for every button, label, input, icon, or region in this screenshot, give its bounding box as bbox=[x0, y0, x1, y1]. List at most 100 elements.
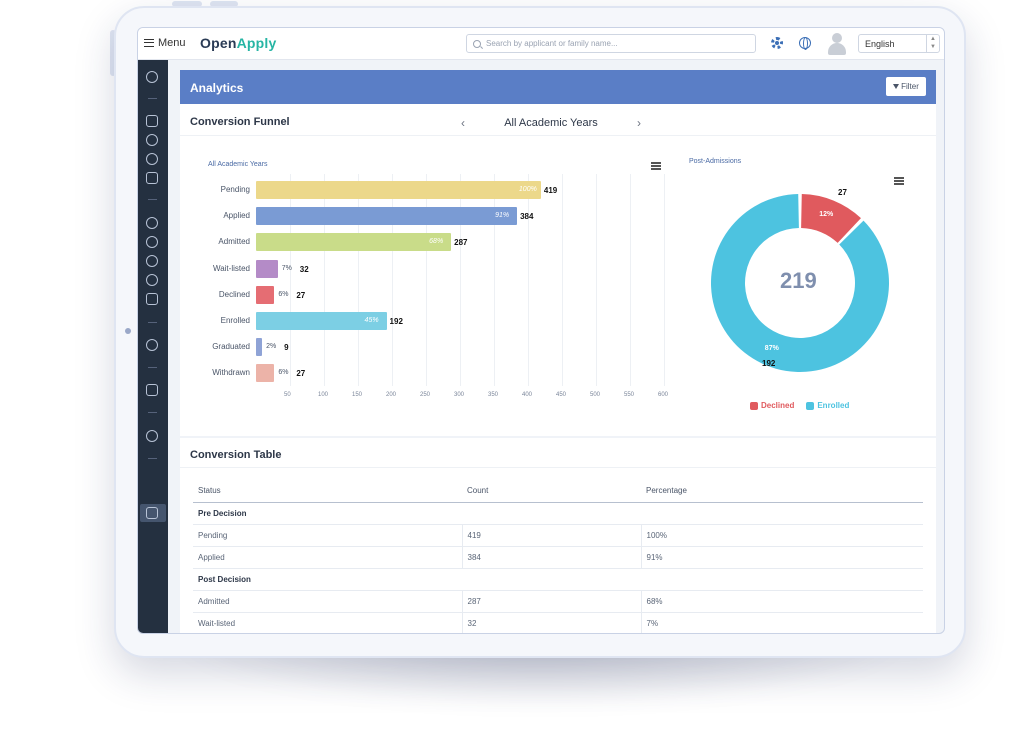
donut-value-label: 27 bbox=[838, 188, 847, 197]
logo-text-open: Open bbox=[200, 35, 237, 51]
contacts-icon[interactable] bbox=[145, 114, 159, 128]
gridline bbox=[460, 174, 461, 386]
x-tick-label: 450 bbox=[556, 392, 567, 398]
gridline bbox=[358, 174, 359, 386]
donut-slice-enrolled[interactable] bbox=[711, 194, 889, 372]
post-admissions-title: Post-Admissions bbox=[689, 158, 742, 165]
column-header-count[interactable]: Count bbox=[462, 480, 641, 503]
x-tick-label: 500 bbox=[590, 392, 601, 398]
settings-icon[interactable] bbox=[145, 152, 159, 166]
filter-button[interactable]: Filter bbox=[886, 77, 926, 96]
nav-divider bbox=[148, 458, 157, 459]
legend-item-enrolled[interactable]: Enrolled bbox=[806, 401, 849, 410]
group-icon[interactable] bbox=[145, 273, 159, 287]
device-button bbox=[172, 1, 202, 7]
funnel-header-card bbox=[180, 104, 936, 136]
gridline bbox=[494, 174, 495, 386]
bar-applied[interactable] bbox=[256, 207, 518, 226]
select-arrows-icon: ▲ ▼ bbox=[926, 35, 939, 52]
bar-admitted[interactable] bbox=[256, 233, 452, 252]
avatar[interactable] bbox=[828, 33, 846, 55]
bar-declined[interactable] bbox=[256, 285, 275, 304]
search-placeholder: Search by applicant or family name... bbox=[486, 39, 618, 48]
legend-item-declined[interactable]: Declined bbox=[750, 401, 794, 410]
post-admissions-donut bbox=[711, 194, 889, 372]
table-cell-pct: 100% bbox=[641, 524, 923, 547]
x-tick-label: 600 bbox=[658, 392, 669, 398]
compass-icon[interactable] bbox=[145, 216, 159, 230]
table-section-title: Conversion Table bbox=[190, 449, 282, 461]
donut-slice-declined[interactable] bbox=[801, 194, 861, 243]
table-cell-pct: 7% bbox=[641, 612, 923, 633]
column-header-status[interactable]: Status bbox=[193, 480, 462, 503]
main-content: Analytics Filter Conversion Funnel ‹ All… bbox=[180, 70, 936, 633]
gridline bbox=[290, 174, 291, 386]
filter-icon bbox=[893, 84, 900, 89]
gridline bbox=[630, 174, 631, 386]
table-cell-pct: 91% bbox=[641, 546, 923, 569]
donut-menu-icon[interactable] bbox=[894, 177, 904, 185]
bar-pending[interactable] bbox=[256, 181, 541, 199]
table-cell-status: Pending bbox=[193, 524, 463, 547]
at-sign-icon[interactable] bbox=[145, 235, 159, 249]
sync-icon[interactable] bbox=[145, 429, 159, 443]
table-cell-count: 384 bbox=[462, 546, 642, 569]
prev-year-button[interactable]: ‹ bbox=[461, 116, 465, 130]
gridline bbox=[392, 174, 393, 386]
app-screen: Menu OpenApply Search by applicant or fa… bbox=[137, 27, 945, 634]
nav-divider bbox=[148, 412, 157, 413]
donut-legend: Declined Enrolled bbox=[750, 401, 849, 410]
x-tick-label: 350 bbox=[488, 392, 499, 398]
refresh-icon[interactable] bbox=[145, 338, 159, 352]
donut-center-total: 219 bbox=[780, 268, 817, 293]
bar-category-label: Withdrawn bbox=[212, 368, 250, 378]
bar-percent-label: 68% bbox=[429, 238, 444, 246]
table-row: Applied 384 91% bbox=[193, 546, 923, 569]
bar-value-label: 9 bbox=[284, 343, 289, 353]
bar-category-label: Declined bbox=[218, 289, 250, 299]
graduation-cap-icon[interactable] bbox=[145, 292, 159, 306]
app-logo[interactable]: OpenApply bbox=[200, 35, 276, 51]
language-select[interactable]: English ▲ ▼ bbox=[858, 34, 940, 53]
table-row: Admitted 287 68% bbox=[193, 590, 923, 613]
gridline bbox=[528, 174, 529, 386]
nav-divider bbox=[148, 367, 157, 368]
bar-value-label: 27 bbox=[296, 290, 306, 300]
device-side-button bbox=[110, 30, 116, 76]
globe-icon[interactable] bbox=[799, 37, 811, 50]
documents-icon[interactable] bbox=[145, 171, 159, 185]
gridline bbox=[664, 174, 665, 386]
nav-divider bbox=[148, 98, 157, 99]
dashboard-icon[interactable] bbox=[145, 70, 159, 84]
bar-value-label: 287 bbox=[454, 238, 468, 248]
nav-divider bbox=[148, 199, 157, 200]
bar-percent-label: 7% bbox=[281, 264, 292, 272]
bar-graduated[interactable] bbox=[256, 338, 263, 357]
gear-icon[interactable] bbox=[771, 37, 783, 49]
bar-category-label: Applied bbox=[223, 211, 250, 221]
column-header-percentage[interactable]: Percentage bbox=[641, 480, 923, 503]
filter-label: Filter bbox=[901, 82, 919, 91]
bar-enrolled[interactable] bbox=[256, 312, 387, 330]
chart-menu-icon[interactable] bbox=[651, 162, 661, 170]
user-search-icon[interactable] bbox=[145, 133, 159, 147]
menu-label: Menu bbox=[158, 37, 186, 49]
x-tick-label: 50 bbox=[284, 392, 291, 398]
bar-withdrawn[interactable] bbox=[256, 364, 275, 383]
table-row: Wait-listed 32 7% bbox=[193, 612, 923, 633]
search-input[interactable]: Search by applicant or family name... bbox=[466, 34, 756, 53]
camera-icon[interactable] bbox=[145, 383, 159, 397]
bar-wait-listed[interactable] bbox=[256, 259, 278, 278]
bar-value-label: 384 bbox=[520, 212, 534, 222]
x-tick-label: 300 bbox=[454, 392, 465, 398]
bar-percent-label: 45% bbox=[364, 317, 379, 324]
menu-button[interactable]: Menu bbox=[144, 37, 186, 49]
bar-value-label: 32 bbox=[299, 264, 309, 274]
language-value: English bbox=[865, 39, 895, 49]
table-cell-count: 32 bbox=[462, 612, 642, 633]
person-icon[interactable] bbox=[145, 254, 159, 268]
next-year-button[interactable]: › bbox=[637, 116, 641, 130]
analytics-icon[interactable] bbox=[145, 506, 159, 520]
donut-value-label: 192 bbox=[762, 359, 776, 368]
logo-text-apply: Apply bbox=[236, 35, 277, 51]
